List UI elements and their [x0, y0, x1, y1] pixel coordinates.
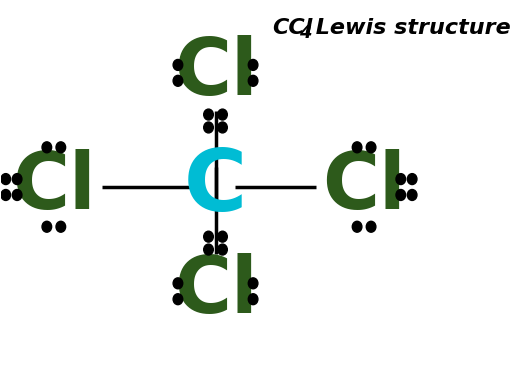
Circle shape: [42, 221, 51, 232]
Circle shape: [173, 75, 183, 86]
Text: Lewis structure: Lewis structure: [308, 18, 511, 38]
Circle shape: [56, 142, 66, 153]
Circle shape: [173, 60, 183, 70]
Circle shape: [56, 221, 66, 232]
Circle shape: [204, 231, 213, 242]
Circle shape: [12, 189, 22, 201]
Circle shape: [204, 109, 213, 120]
Text: Cl: Cl: [322, 149, 406, 225]
Circle shape: [173, 294, 183, 305]
Circle shape: [173, 278, 183, 289]
Circle shape: [204, 122, 213, 133]
Text: Cl: Cl: [12, 149, 95, 225]
Circle shape: [1, 189, 11, 201]
Circle shape: [248, 60, 258, 70]
Circle shape: [366, 221, 376, 232]
Circle shape: [366, 142, 376, 153]
Circle shape: [42, 142, 51, 153]
Circle shape: [218, 231, 227, 242]
Circle shape: [396, 189, 405, 201]
Circle shape: [218, 122, 227, 133]
Circle shape: [408, 174, 417, 185]
Circle shape: [218, 109, 227, 120]
Circle shape: [248, 278, 258, 289]
Text: Cl: Cl: [174, 35, 258, 111]
Circle shape: [218, 244, 227, 255]
Circle shape: [248, 294, 258, 305]
Circle shape: [204, 244, 213, 255]
Text: Cl: Cl: [174, 253, 258, 329]
Circle shape: [352, 142, 362, 153]
Circle shape: [396, 174, 405, 185]
Text: 4: 4: [299, 24, 312, 42]
Circle shape: [12, 174, 22, 185]
Circle shape: [248, 75, 258, 86]
Text: CCl: CCl: [272, 18, 313, 38]
Circle shape: [352, 221, 362, 232]
Circle shape: [408, 189, 417, 201]
Circle shape: [1, 174, 11, 185]
Text: C: C: [184, 146, 247, 228]
